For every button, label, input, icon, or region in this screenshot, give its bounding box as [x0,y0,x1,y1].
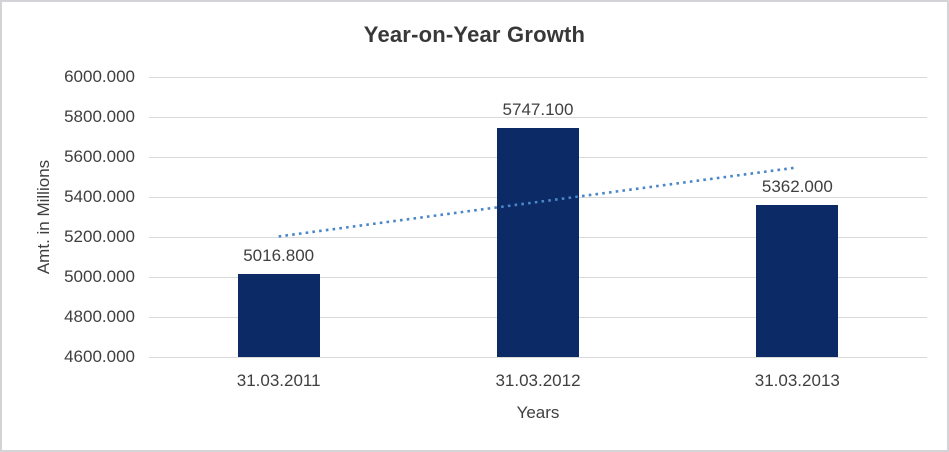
bar-value-label: 5362.000 [761,176,833,196]
gridline [149,77,927,78]
x-axis-tick-labels: 31.03.2011 31.03.2012 31.03.2013 [149,371,927,391]
x-tick-label: 31.03.2012 [495,371,581,390]
y-tick-label: 5800.000 [64,107,135,126]
y-axis-tick-labels: 6000.000 5800.000 5600.000 5400.000 5200.000… [2,68,135,366]
x-axis-title: Years [516,403,560,422]
bar-value-label: 5747.100 [502,99,574,119]
y-tick-label: 5000.000 [64,267,135,286]
trendline[interactable] [278,166,798,238]
y-tick-label: 6000.000 [64,67,135,86]
y-tick-label: 4600.000 [64,347,135,366]
chart-title: Year-on-Year Growth [363,22,586,47]
x-tick-label: 31.03.2011 [236,371,321,390]
y-tick-label: 5400.000 [64,187,135,206]
gridline [149,117,927,118]
bar-value-label: 5016.800 [243,245,315,265]
y-tick-label: 4800.000 [64,307,135,326]
x-tick-label: 31.03.2013 [754,371,840,390]
y-tick-label: 5600.000 [64,147,135,166]
plot-area: 5016.800 5747.100 5362.000 [149,77,927,358]
trendline-layer [278,166,798,238]
bar[interactable] [237,273,320,357]
bar[interactable] [497,127,579,357]
bar[interactable] [756,204,839,357]
gridline [149,357,927,358]
y-tick-label: 5200.000 [64,227,135,246]
